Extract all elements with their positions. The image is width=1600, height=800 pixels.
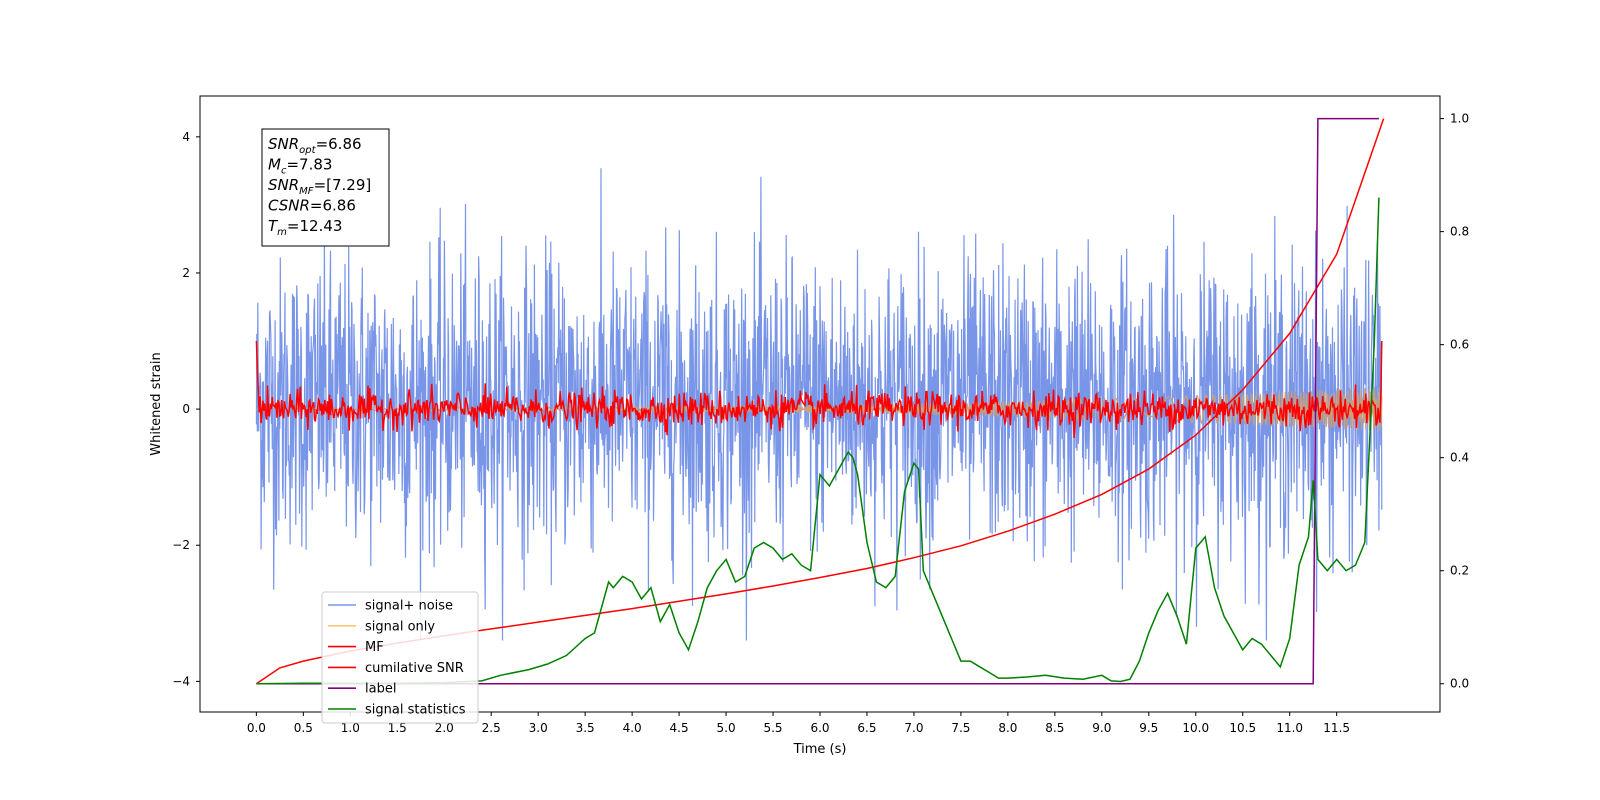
annotation-line: SNRMF=[7.29] — [268, 176, 371, 197]
x-tick-label: 7.0 — [904, 721, 923, 735]
annotation-line: Mc=7.83 — [268, 156, 332, 177]
x-tick-label: 6.5 — [857, 721, 876, 735]
legend-label: MF — [365, 640, 384, 655]
y2-tick-label: 0.2 — [1450, 564, 1469, 578]
legend-frame — [321, 591, 479, 724]
x-tick-label: 7.5 — [951, 721, 970, 735]
y2-tick-label: 0.8 — [1450, 225, 1469, 239]
series-label — [256, 117, 1379, 685]
axis-ticks: 0.0 0.5 1.0 1.5 2.0 2.5 3.0 3.5 4.0 4.5 5.0 5.5 6.0 6… — [172, 112, 1469, 735]
y-axis-label: Whitened strain — [149, 352, 164, 455]
x-tick-label: 2.0 — [435, 721, 454, 735]
y-tick-label: −4 — [172, 674, 190, 688]
x-tick-label: 11.0 — [1276, 721, 1303, 735]
y-tick-label: 0 — [182, 402, 190, 416]
y2-tick-label: 0.6 — [1450, 338, 1469, 352]
x-tick-label: 0.0 — [247, 721, 266, 735]
x-tick-label: 5.5 — [763, 721, 782, 735]
x-tick-label: 8.5 — [1045, 721, 1064, 735]
x-tick-label: 9.0 — [1092, 721, 1111, 735]
legend-label: cumilative SNR — [365, 661, 464, 676]
legend-label: signal+ noise — [365, 599, 453, 614]
x-tick-label: 6.0 — [810, 721, 829, 735]
y2-tick-label: 1.0 — [1450, 112, 1469, 126]
x-axis-label: Time (s) — [793, 742, 847, 757]
legend-label: signal only — [365, 619, 435, 634]
legend-label: signal statistics — [365, 703, 466, 718]
x-tick-label: 10.0 — [1182, 721, 1209, 735]
x-tick-label: 11.5 — [1323, 721, 1350, 735]
annotation-line: SNRopt=6.86 — [268, 135, 362, 156]
y2-tick-label: 0.0 — [1450, 677, 1469, 691]
x-tick-label: 4.0 — [623, 721, 642, 735]
series-mf — [255, 340, 1383, 438]
series-signal-statistics — [256, 197, 1380, 685]
x-tick-label: 8.0 — [998, 721, 1017, 735]
annotation-line: CSNR=6.86 — [268, 197, 356, 215]
x-tick-label: 9.5 — [1139, 721, 1158, 735]
x-tick-label: 5.0 — [717, 721, 736, 735]
x-tick-label: 4.5 — [670, 721, 689, 735]
x-tick-label: 10.5 — [1229, 721, 1256, 735]
x-tick-label: 0.5 — [294, 721, 313, 735]
y2-tick-label: 0.4 — [1450, 451, 1469, 465]
y-tick-label: −2 — [172, 538, 190, 552]
x-tick-label: 3.0 — [529, 721, 548, 735]
legend: signal+ noise signal only MF cumilative SNR… — [321, 591, 479, 724]
x-tick-label: 2.5 — [482, 721, 501, 735]
x-tick-label: 3.5 — [576, 721, 595, 735]
x-tick-label: 1.0 — [341, 721, 360, 735]
annotation-frame — [261, 128, 390, 247]
y-tick-label: 4 — [182, 130, 190, 144]
x-tick-label: 1.5 — [388, 721, 407, 735]
annotation-line: Tm=12.43 — [268, 217, 342, 238]
y-tick-label: 2 — [182, 266, 190, 280]
legend-label: label — [365, 682, 396, 697]
